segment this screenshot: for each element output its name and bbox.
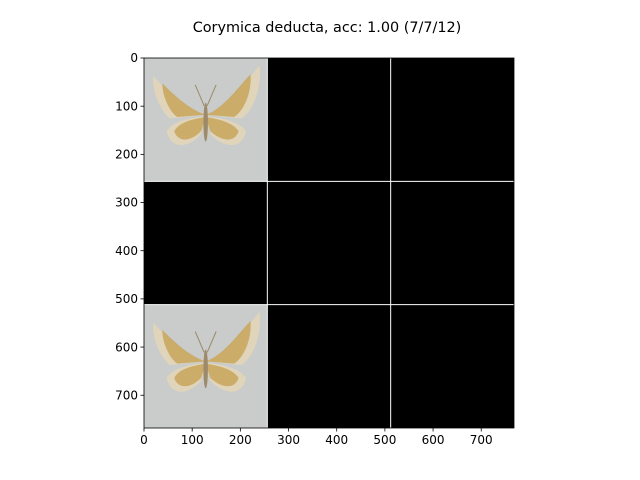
grid-cell-r2-c2 [390,304,514,428]
moth-antenna [206,331,217,353]
chart-title: Corymica deducta, acc: 1.00 (7/7/12) [193,20,462,36]
moth-wing [205,363,239,387]
y-tick-label: 600 [115,340,138,354]
empty-cell [390,304,514,428]
empty-cell [267,304,391,428]
axes-frame [143,57,515,429]
moth-wing [205,65,261,119]
y-tick-label: 400 [115,244,138,258]
y-axis: 0 100 200 300 400 500 600 700 [115,51,144,402]
moth-wing [162,330,206,364]
moth-wing [174,116,206,140]
image-cells [144,58,514,428]
y-tick-label: 700 [115,388,138,402]
x-tick-label: 0 [140,433,148,447]
grid-cell-r1-c1 [267,181,391,305]
grid-cell-r0-c1 [267,58,391,182]
x-tick-label: 200 [229,433,252,447]
moth-body [203,102,208,142]
empty-cell [267,58,391,182]
moth-wing [205,74,251,117]
moth-wing [162,83,206,117]
grid-cell-r2-c0 [144,304,268,428]
empty-cell [390,181,514,305]
x-tick-label: 500 [373,433,396,447]
empty-cell [390,58,514,182]
moth-wing [153,75,206,119]
moth-wing [153,322,206,366]
x-tick-label: 400 [325,433,348,447]
x-axis: 0 100 200 300 400 500 600 700 [140,428,493,447]
y-tick-label: 200 [115,148,138,162]
y-tick-label: 500 [115,292,138,306]
moth-antenna [206,84,217,106]
grid-cell-r0-c2 [390,58,514,182]
x-tick-label: 700 [470,433,493,447]
empty-cell [267,181,391,305]
moth-wing [205,312,261,366]
x-tick-label: 100 [181,433,204,447]
x-tick-label: 300 [277,433,300,447]
grid-cell-r1-c0 [144,181,268,305]
y-tick-label: 100 [115,99,138,113]
x-tick-label: 600 [422,433,445,447]
moth-wing [205,321,251,364]
moth-body [203,349,208,389]
moth-antenna [194,331,205,353]
moth-wing [174,363,206,387]
moth-wing [205,116,239,140]
grid-cell-r2-c1 [267,304,391,428]
empty-cell [144,181,268,305]
grid-lines [144,58,514,428]
y-tick-label: 300 [115,196,138,210]
grid-cell-r1-c2 [390,181,514,305]
y-tick-label: 0 [130,51,138,65]
moth-antenna [194,84,205,106]
grid-cell-r0-c0 [144,58,268,182]
